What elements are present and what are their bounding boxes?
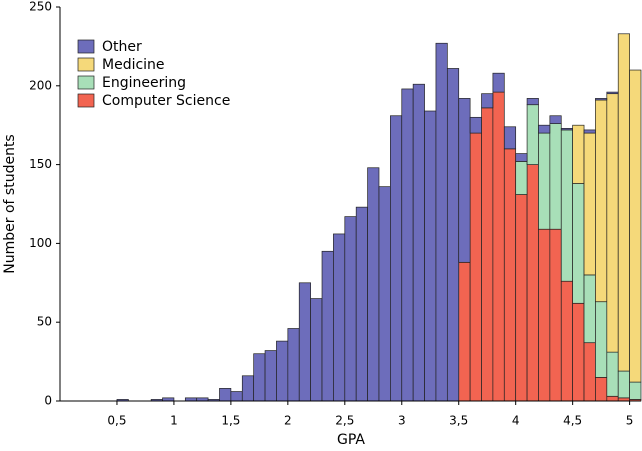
bar-segment bbox=[606, 395, 619, 402]
bar-segment bbox=[583, 274, 596, 344]
bar-segment bbox=[526, 104, 539, 165]
bar-segment bbox=[629, 381, 642, 400]
bar-segment bbox=[617, 33, 630, 372]
bar-segment bbox=[572, 124, 585, 184]
x-tick-label: 1 bbox=[170, 414, 178, 428]
bar-segment bbox=[572, 183, 585, 304]
x-tick-label: 3,5 bbox=[449, 414, 468, 428]
bar-segment bbox=[538, 124, 551, 134]
y-tick-label: 100 bbox=[29, 236, 52, 250]
bar-segment bbox=[595, 377, 608, 402]
bar-segment bbox=[595, 301, 608, 378]
bar-segment bbox=[583, 132, 596, 276]
bar-segment bbox=[458, 98, 471, 263]
legend-swatch bbox=[77, 93, 95, 108]
y-tick-label: 50 bbox=[37, 315, 52, 329]
bar-segment bbox=[481, 107, 494, 402]
x-tick-label: 0,5 bbox=[107, 414, 126, 428]
bar-segment bbox=[629, 69, 642, 383]
bar-segment bbox=[355, 206, 368, 402]
bar-segment bbox=[549, 228, 562, 402]
bar-segment bbox=[549, 123, 562, 230]
bar-segment bbox=[469, 116, 482, 134]
bar-segment bbox=[492, 91, 505, 402]
legend-label: Computer Science bbox=[102, 93, 230, 109]
bar-segment bbox=[503, 148, 517, 402]
bar-segment bbox=[333, 233, 346, 402]
bar-segment bbox=[390, 115, 403, 402]
bar-segment bbox=[549, 115, 562, 124]
bar-segment bbox=[219, 388, 232, 402]
bar-segment bbox=[583, 129, 596, 134]
bar-segment bbox=[515, 194, 528, 402]
bar-segment bbox=[583, 342, 596, 402]
bar-segment bbox=[264, 350, 277, 402]
bar-segment bbox=[595, 99, 608, 303]
x-tick-label: 4 bbox=[512, 414, 520, 428]
x-tick-label: 3 bbox=[398, 414, 406, 428]
bar-segment bbox=[481, 93, 494, 109]
bar-segment bbox=[401, 88, 414, 402]
bar-segment bbox=[492, 72, 505, 93]
bar-segment bbox=[253, 353, 266, 402]
x-tick-label: 2 bbox=[284, 414, 292, 428]
bar-segment bbox=[606, 351, 619, 397]
bar-segment bbox=[560, 280, 573, 402]
bar-segment bbox=[230, 391, 243, 402]
bar-segment bbox=[538, 132, 551, 230]
bar-segment bbox=[606, 93, 619, 353]
bar-segment bbox=[298, 282, 311, 402]
bar-segment bbox=[287, 328, 300, 402]
bar-segment bbox=[606, 91, 619, 95]
bar-segment bbox=[435, 42, 448, 402]
x-tick-label: 4,5 bbox=[563, 414, 582, 428]
legend-swatch bbox=[77, 75, 95, 90]
x-tick-label: 2,5 bbox=[335, 414, 354, 428]
y-tick-label: 150 bbox=[29, 157, 52, 171]
legend-swatch bbox=[77, 39, 95, 54]
bar-segment bbox=[412, 83, 425, 402]
bar-segment bbox=[310, 298, 323, 402]
y-tick-label: 0 bbox=[44, 394, 52, 408]
bar-segment bbox=[595, 98, 608, 101]
bar-segment bbox=[458, 261, 471, 402]
legend-label: Other bbox=[102, 39, 142, 55]
legend-swatch bbox=[77, 57, 95, 72]
bar-segment bbox=[617, 370, 630, 399]
bar-segment bbox=[367, 167, 380, 402]
bar-segment bbox=[446, 68, 460, 402]
bar-segment bbox=[469, 132, 482, 402]
bar-segment bbox=[526, 164, 539, 402]
bar-segment bbox=[344, 216, 357, 402]
legend-label: Medicine bbox=[102, 57, 165, 73]
bar-segment bbox=[276, 340, 289, 402]
bar-segment bbox=[241, 375, 255, 402]
y-axis-label: Number of students bbox=[2, 134, 18, 273]
legend-label: Engineering bbox=[102, 75, 186, 91]
bar-segment bbox=[515, 161, 528, 195]
x-tick-label: 5 bbox=[626, 414, 634, 428]
x-axis-label: GPA bbox=[337, 432, 365, 448]
bar-segment bbox=[321, 250, 334, 402]
bar-segment bbox=[526, 98, 539, 106]
bar-segment bbox=[560, 129, 573, 282]
bar-segment bbox=[424, 110, 437, 402]
x-tick-label: 1,5 bbox=[221, 414, 240, 428]
bar-segment bbox=[503, 126, 517, 150]
bar-segment bbox=[515, 153, 528, 162]
y-tick-label: 200 bbox=[29, 78, 52, 92]
y-tick-label: 250 bbox=[29, 0, 52, 14]
bar-segment bbox=[538, 228, 551, 402]
bar-segment bbox=[560, 128, 573, 131]
bar-segment bbox=[572, 302, 585, 402]
bar-segment bbox=[378, 186, 391, 402]
